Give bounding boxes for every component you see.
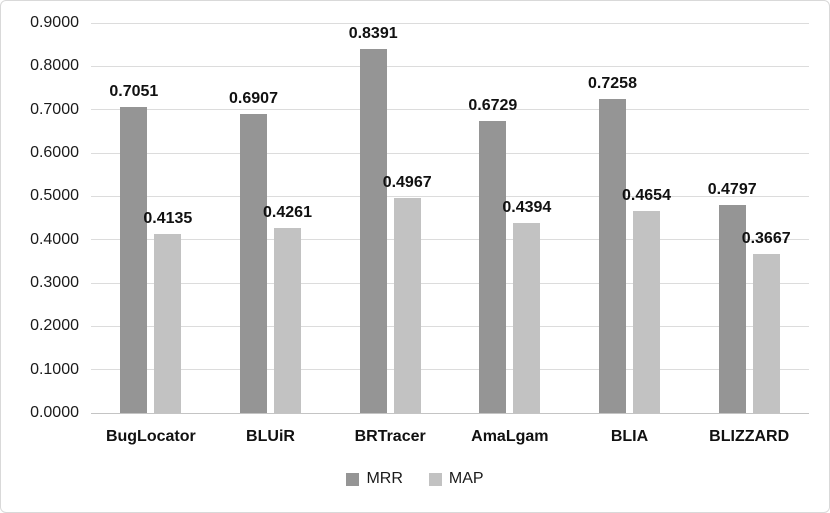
- y-tick-label: 0.7000: [30, 100, 79, 118]
- legend-swatch-icon: [346, 472, 360, 486]
- legend-swatch-icon: [428, 472, 442, 486]
- gridline: [91, 369, 809, 371]
- data-label-mrr: 0.7051: [109, 83, 159, 101]
- data-label-map: 0.3667: [741, 230, 791, 248]
- gridline: [91, 282, 809, 284]
- x-axis-line: [91, 412, 809, 414]
- data-label-map: 0.4967: [382, 173, 432, 191]
- data-label-mrr: 0.4797: [707, 181, 757, 199]
- data-label-mrr: 0.7258: [588, 74, 637, 92]
- bar-map-blia: [633, 211, 660, 413]
- bar-map-amalgam: [513, 222, 541, 413]
- data-label-mrr: 0.8391: [348, 25, 398, 43]
- data-label-map: 0.4394: [502, 198, 552, 216]
- x-category-label: BLIZZARD: [709, 428, 790, 445]
- bar-mrr-blizzard: [718, 205, 746, 413]
- x-category-label: AmaLgam: [471, 428, 549, 445]
- gridline: [91, 152, 809, 154]
- bar-mrr-amalgam: [479, 121, 507, 413]
- gridline: [91, 325, 809, 327]
- y-tick-label: 0.2000: [30, 317, 79, 335]
- data-label-map: 0.4261: [263, 204, 312, 222]
- data-label-map: 0.4654: [622, 187, 671, 205]
- y-tick-label: 0.4000: [30, 230, 79, 248]
- y-tick-label: 0.0000: [30, 404, 79, 421]
- gridline: [91, 239, 809, 241]
- data-label-map: 0.4135: [143, 209, 193, 227]
- gridline: [91, 109, 809, 111]
- bar-mrr-brtracer: [359, 49, 387, 413]
- bar-map-bluir: [274, 228, 301, 413]
- legend-item-map: MAP: [428, 470, 484, 488]
- bar-map-brtracer: [393, 197, 421, 413]
- legend-label: MRR: [366, 470, 403, 487]
- x-category-label: BRTracer: [354, 428, 426, 445]
- bar-mrr-bluir: [240, 113, 267, 413]
- y-tick-label: 0.5000: [30, 187, 79, 205]
- bar-map-buglocator: [154, 233, 182, 413]
- bar-mrr-blia: [599, 98, 626, 413]
- data-label-mrr: 0.6907: [229, 89, 278, 107]
- x-category-label: BLUiR: [246, 428, 295, 445]
- legend: MRR MAP: [1, 467, 829, 491]
- gridline: [91, 195, 809, 197]
- gridline: [91, 22, 809, 24]
- y-tick-label: 0.9000: [30, 14, 79, 31]
- plot-area: 0.7051 0.4135 0.6907 0.4261 0.8391 0.4967 0.67…: [91, 22, 809, 414]
- y-tick-label: 0.3000: [30, 274, 79, 291]
- legend-item-mrr: MRR: [346, 470, 403, 488]
- y-tick-label: 0.1000: [30, 360, 79, 378]
- y-tick-label: 0.6000: [30, 144, 79, 161]
- x-category-label: BLIA: [610, 428, 649, 445]
- bar-map-blizzard: [752, 254, 780, 413]
- legend-label: MAP: [448, 470, 484, 487]
- bar-mrr-buglocator: [120, 107, 148, 413]
- x-category-label: BugLocator: [105, 428, 196, 445]
- gridline: [91, 65, 809, 67]
- data-label-mrr: 0.6729: [468, 97, 518, 115]
- y-tick-label: 0.8000: [30, 57, 79, 75]
